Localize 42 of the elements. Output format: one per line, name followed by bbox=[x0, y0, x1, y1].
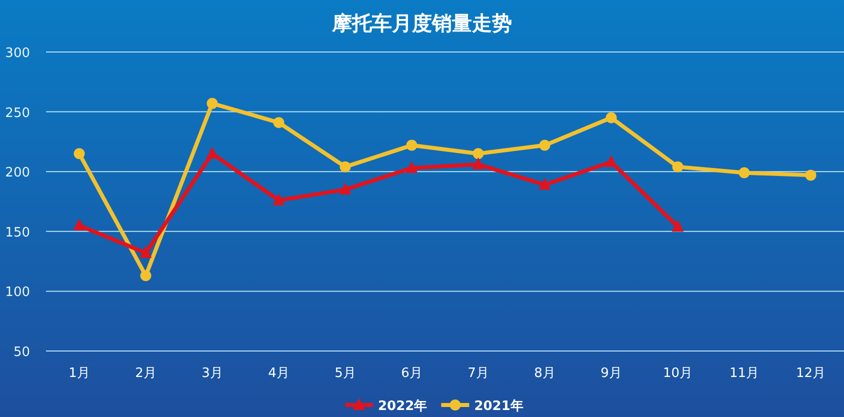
point bbox=[672, 161, 684, 172]
legend-label: 2021年 bbox=[474, 399, 524, 414]
point bbox=[140, 270, 152, 282]
point bbox=[472, 157, 484, 170]
x-tick-label: 4月 bbox=[268, 366, 290, 381]
y-tick-label: 50 bbox=[13, 345, 30, 360]
x-tick-label: 10月 bbox=[662, 366, 693, 381]
x-tick-label: 1月 bbox=[68, 366, 90, 381]
y-tick-label: 100 bbox=[5, 285, 30, 300]
y-tick-label: 150 bbox=[5, 225, 30, 240]
x-tick-label: 9月 bbox=[600, 366, 622, 381]
x-tick-label: 3月 bbox=[202, 366, 223, 381]
point bbox=[738, 167, 750, 178]
point bbox=[606, 112, 617, 124]
y-tick-label: 250 bbox=[5, 106, 30, 121]
x-tick-label: 6月 bbox=[401, 366, 422, 381]
x-tick-label: 5月 bbox=[334, 366, 356, 381]
point bbox=[206, 98, 218, 109]
point bbox=[538, 178, 551, 190]
point bbox=[73, 218, 86, 230]
point bbox=[672, 220, 684, 232]
point bbox=[406, 161, 418, 174]
chart-title: 摩托车月度销量走势 bbox=[331, 11, 512, 35]
point bbox=[340, 161, 351, 172]
point bbox=[140, 246, 152, 258]
y-tick-label: 300 bbox=[5, 46, 30, 61]
y-tick-label: 200 bbox=[5, 166, 30, 181]
point bbox=[272, 193, 285, 206]
point bbox=[74, 148, 85, 160]
point bbox=[605, 155, 618, 168]
x-tick-label: 8月 bbox=[534, 366, 556, 381]
x-tick-label: 7月 bbox=[468, 366, 489, 381]
point bbox=[406, 140, 418, 151]
point bbox=[539, 140, 550, 151]
point bbox=[273, 117, 284, 128]
legend-label: 2022年 bbox=[378, 399, 428, 414]
x-tick-label: 12月 bbox=[796, 366, 826, 381]
x-tick-label: 2月 bbox=[135, 366, 156, 381]
point bbox=[339, 182, 352, 195]
point bbox=[805, 170, 816, 181]
point bbox=[472, 148, 484, 160]
x-tick-label: 11月 bbox=[729, 366, 760, 381]
